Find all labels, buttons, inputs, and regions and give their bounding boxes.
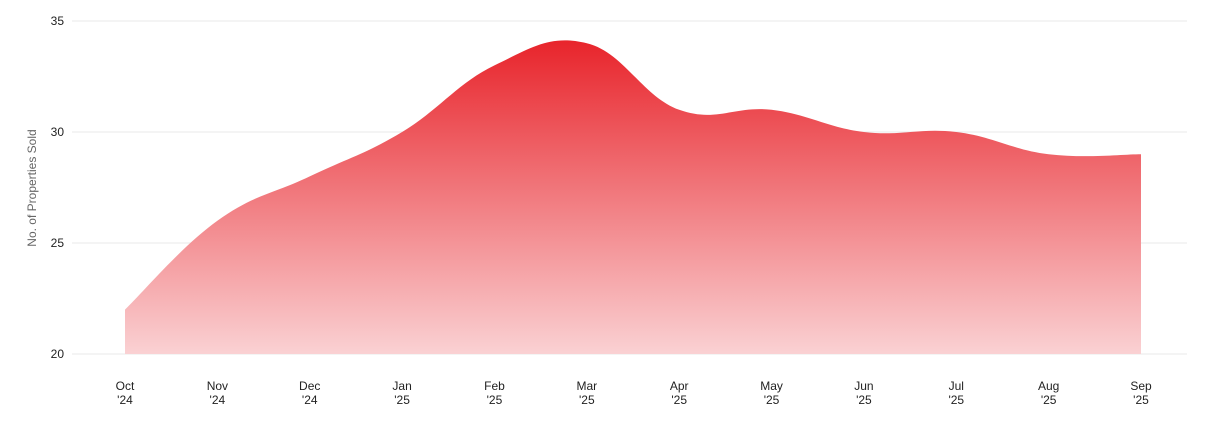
x-tick-label: Jun '25 (854, 379, 873, 407)
x-tick-label: Sep '25 (1130, 379, 1152, 407)
y-tick-label: 30 (51, 125, 65, 139)
x-tick-label: Mar '25 (576, 379, 597, 407)
series-area (125, 40, 1141, 354)
x-tick-label: Aug '25 (1038, 379, 1059, 407)
x-tick-label: Apr '25 (670, 379, 689, 407)
y-axis-ticks: 20 25 30 35 (51, 14, 65, 361)
x-tick-label: Jul '25 (948, 379, 964, 407)
y-axis-title: No. of Properties Sold (25, 129, 39, 246)
x-tick-label: Oct '24 (116, 379, 135, 407)
y-tick-label: 35 (51, 14, 65, 28)
x-tick-label: May '25 (760, 379, 783, 407)
y-tick-label: 25 (51, 236, 65, 250)
x-tick-label: Nov '24 (207, 379, 228, 407)
y-tick-label: 20 (51, 347, 65, 361)
x-tick-label: Feb '25 (484, 379, 505, 407)
x-axis-ticks: Oct '24 Nov '24 Dec '24 Jan '25 Feb '25 Mar '25 Apr '… (116, 379, 1152, 407)
x-tick-label: Jan '25 (392, 379, 411, 407)
x-tick-label: Dec '24 (299, 379, 320, 407)
area-fill (125, 40, 1141, 354)
